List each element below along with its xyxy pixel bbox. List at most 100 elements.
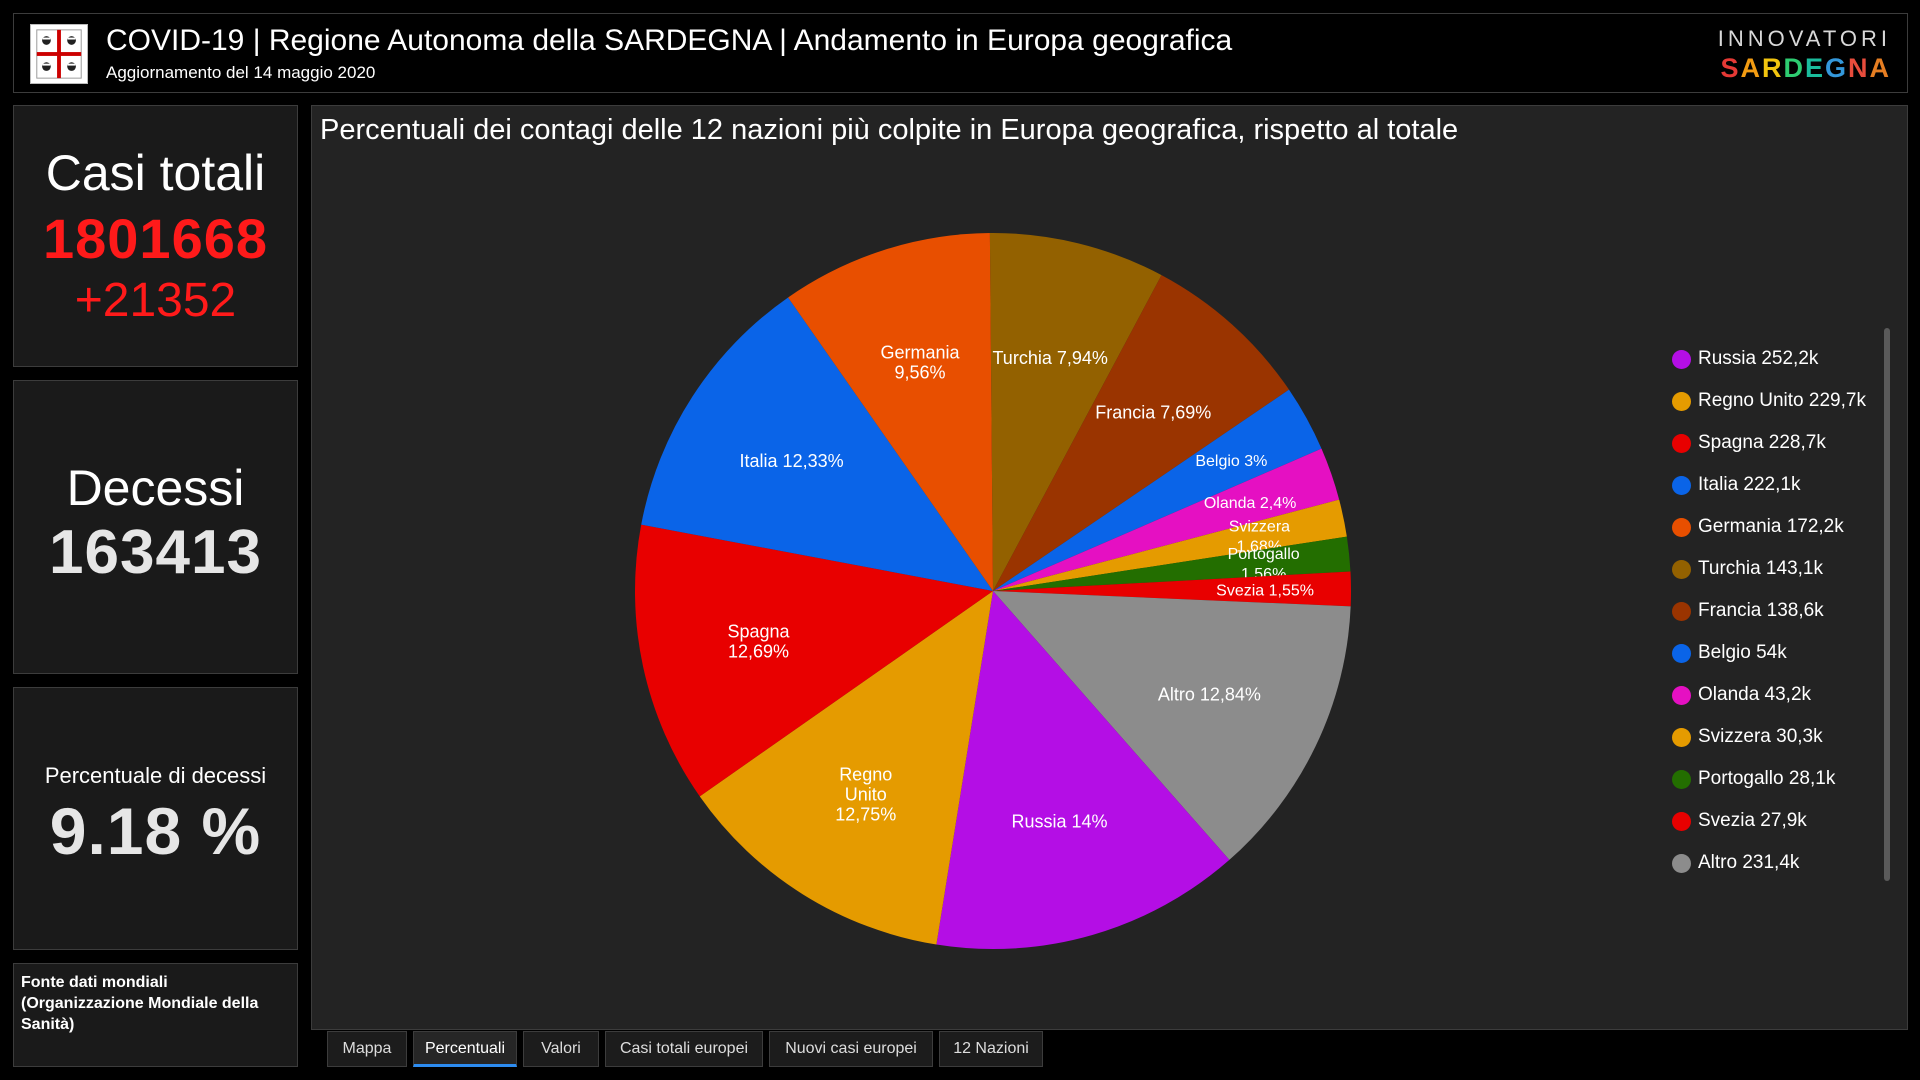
- page-title: COVID-19 | Regione Autonoma della SARDEG…: [106, 24, 1233, 57]
- pie-slice-regno-unito[interactable]: [699, 591, 993, 945]
- legend-label: Olanda 43,2k: [1698, 684, 1812, 705]
- slice-label: Regno Unito 12,75%: [835, 764, 896, 824]
- slice-label: Turchia 7,94%: [992, 348, 1107, 368]
- brand-letter: G: [1824, 53, 1848, 83]
- legend-item-spagna[interactable]: Spagna 228,7k: [1672, 422, 1902, 464]
- sardinia-crest-logo: [30, 24, 88, 84]
- legend-label: Portogallo 28,1k: [1698, 768, 1836, 789]
- brand-letter: D: [1783, 53, 1805, 83]
- legend-item-svezia[interactable]: Svezia 27,9k: [1672, 800, 1902, 842]
- legend-label: Svezia 27,9k: [1698, 810, 1807, 831]
- legend-color-dot: [1672, 770, 1691, 789]
- slice-label: Germania 9,56%: [881, 343, 961, 383]
- pie-slice-belgio[interactable]: [993, 389, 1322, 591]
- legend-label: Germania 172,2k: [1698, 516, 1844, 537]
- innovatori-sardegna-logo: INNOVATORI SARDEGNA: [1718, 26, 1891, 84]
- slice-label: Belgio 3%: [1195, 453, 1267, 470]
- update-date: Aggiornamento del 14 maggio 2020: [106, 63, 376, 82]
- death-percentage-card: Percentuale di decessi 9.18 %: [13, 687, 298, 950]
- tab-percentuali[interactable]: Percentuali: [413, 1031, 517, 1067]
- legend-item-regno-unito[interactable]: Regno Unito 229,7k: [1672, 380, 1902, 422]
- slice-label: Spagna 12,69%: [727, 622, 790, 662]
- data-source-card: Fonte dati mondiali (Organizzazione Mond…: [13, 963, 298, 1067]
- legend-label: Altro 231,4k: [1698, 852, 1800, 873]
- brand-letter: E: [1804, 53, 1825, 83]
- legend-color-dot: [1672, 518, 1691, 537]
- legend-item-belgio[interactable]: Belgio 54k: [1672, 632, 1902, 674]
- tab-nuovi-casi-europei[interactable]: Nuovi casi europei: [769, 1031, 933, 1067]
- legend-color-dot: [1672, 812, 1691, 831]
- pie-chart: Turchia 7,94% Francia 7,69% Belgio 3% Oland…: [635, 233, 1351, 949]
- legend-color-dot: [1672, 560, 1691, 579]
- pie-slice-spagna[interactable]: [635, 524, 993, 797]
- tab-valori[interactable]: Valori: [523, 1031, 599, 1067]
- brand-top-text: INNOVATORI: [1717, 26, 1891, 51]
- brand-letter: A: [1869, 53, 1891, 83]
- pie-slice-olanda[interactable]: [993, 448, 1340, 591]
- legend-item-portogallo[interactable]: Portogallo 28,1k: [1672, 758, 1902, 800]
- total-cases-card: Casi totali 1801668 +21352: [13, 105, 298, 367]
- pie-slice-portogallo[interactable]: [993, 536, 1351, 591]
- slice-label: Italia 12,33%: [740, 451, 844, 471]
- legend-label: Francia 138,6k: [1698, 600, 1824, 621]
- legend-item-italia[interactable]: Italia 222,1k: [1672, 464, 1902, 506]
- slice-label: Francia 7,69%: [1095, 403, 1211, 423]
- pie-slice-germania[interactable]: [788, 233, 993, 591]
- total-cases-label: Casi totali: [45, 145, 266, 201]
- brand-letter: N: [1848, 53, 1870, 83]
- legend-label: Regno Unito 229,7k: [1698, 390, 1866, 411]
- slice-label: Olanda 2,4%: [1204, 495, 1297, 512]
- brand-letter: R: [1761, 53, 1784, 83]
- pie-slice-russia[interactable]: [936, 591, 1230, 949]
- legend-item-svizzera[interactable]: Svizzera 30,3k: [1672, 716, 1902, 758]
- legend-item-altro[interactable]: Altro 231,4k: [1672, 842, 1902, 884]
- deaths-card: Decessi 163413: [13, 380, 298, 674]
- chart-panel: Percentuali dei contagi delle 12 nazioni…: [311, 105, 1908, 1030]
- deaths-value: 163413: [49, 518, 262, 587]
- slice-label: Svezia 1,55%: [1216, 582, 1314, 599]
- chart-legend[interactable]: Russia 252,2k Regno Unito 229,7k Spagna 22…: [1672, 338, 1902, 884]
- legend-item-olanda[interactable]: Olanda 43,2k: [1672, 674, 1902, 716]
- legend-color-dot: [1672, 602, 1691, 621]
- legend-label: Italia 222,1k: [1698, 474, 1801, 495]
- legend-color-dot: [1672, 686, 1691, 705]
- legend-label: Spagna 228,7k: [1698, 432, 1826, 453]
- legend-color-dot: [1672, 434, 1691, 453]
- legend-label: Svizzera 30,3k: [1698, 726, 1823, 747]
- legend-color-dot: [1672, 476, 1691, 495]
- brand-bottom-text: SARDEGNA: [1718, 53, 1891, 84]
- pie-slice-altro[interactable]: [993, 591, 1351, 860]
- legend-label: Russia 252,2k: [1698, 348, 1819, 369]
- legend-item-francia[interactable]: Francia 138,6k: [1672, 590, 1902, 632]
- death-percentage-label: Percentuale di decessi: [44, 763, 267, 788]
- legend-color-dot: [1672, 854, 1691, 873]
- tab-12-nazioni[interactable]: 12 Nazioni: [939, 1031, 1043, 1067]
- legend-color-dot: [1672, 644, 1691, 663]
- legend-color-dot: [1672, 392, 1691, 411]
- death-percentage-value: 9.18 %: [49, 794, 262, 868]
- pie-slice-italia[interactable]: [641, 297, 993, 591]
- legend-color-dot: [1672, 728, 1691, 747]
- tab-casi-totali-europei[interactable]: Casi totali europei: [605, 1031, 763, 1067]
- pie-slice-francia[interactable]: [993, 275, 1290, 591]
- pie-slice-turchia[interactable]: [989, 233, 1162, 591]
- slice-label: Altro 12,84%: [1158, 685, 1261, 705]
- pie-slice-svezia[interactable]: [993, 571, 1351, 607]
- total-cases-value: 1801668: [42, 207, 268, 270]
- brand-letter: S: [1720, 53, 1741, 83]
- legend-scrollbar[interactable]: [1884, 328, 1890, 881]
- data-source-text: Fonte dati mondiali (Organizzazione Mond…: [21, 974, 259, 1033]
- legend-color-dot: [1672, 350, 1691, 369]
- legend-item-turchia[interactable]: Turchia 143,1k: [1672, 548, 1902, 590]
- brand-letter: A: [1740, 53, 1762, 83]
- tab-mappa[interactable]: Mappa: [327, 1031, 407, 1067]
- legend-label: Turchia 143,1k: [1698, 558, 1823, 579]
- legend-item-russia[interactable]: Russia 252,2k: [1672, 338, 1902, 380]
- header-bar: COVID-19 | Regione Autonoma della SARDEG…: [13, 13, 1908, 93]
- total-cases-delta: +21352: [74, 274, 237, 327]
- legend-item-germania[interactable]: Germania 172,2k: [1672, 506, 1902, 548]
- slice-label: Russia 14%: [1012, 811, 1108, 831]
- pie-slice-svizzera[interactable]: [993, 499, 1347, 591]
- chart-title: Percentuali dei contagi delle 12 nazioni…: [320, 114, 1459, 146]
- deaths-label: Decessi: [66, 460, 245, 516]
